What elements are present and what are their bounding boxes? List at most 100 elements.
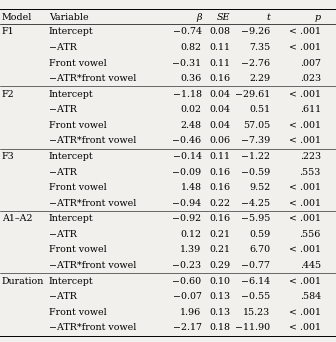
Text: Intercept: Intercept (49, 152, 93, 161)
Text: 7.35: 7.35 (249, 43, 270, 52)
Text: Front vowel: Front vowel (49, 183, 107, 192)
Text: 0.11: 0.11 (209, 58, 230, 68)
Text: 57.05: 57.05 (243, 121, 270, 130)
Text: F1: F1 (2, 27, 14, 36)
Text: .023: .023 (300, 74, 321, 83)
Text: .007: .007 (300, 58, 321, 68)
Text: 0.12: 0.12 (181, 230, 202, 239)
Text: 0.22: 0.22 (209, 199, 230, 208)
Text: −0.31: −0.31 (172, 58, 202, 68)
Text: 0.10: 0.10 (209, 277, 230, 286)
Text: −ATR: −ATR (49, 105, 77, 114)
Text: −ATR: −ATR (49, 230, 77, 239)
Text: < .001: < .001 (289, 121, 321, 130)
Text: 9.52: 9.52 (249, 183, 270, 192)
Text: 0.04: 0.04 (209, 121, 230, 130)
Text: −0.74: −0.74 (173, 27, 202, 36)
Text: −0.14: −0.14 (173, 152, 202, 161)
Text: < .001: < .001 (289, 246, 321, 254)
Text: .584: .584 (300, 292, 321, 301)
Text: −0.46: −0.46 (172, 136, 202, 145)
Text: 0.16: 0.16 (209, 168, 230, 176)
Text: .556: .556 (299, 230, 321, 239)
Text: < .001: < .001 (289, 27, 321, 36)
Text: 0.16: 0.16 (209, 214, 230, 223)
Text: −0.94: −0.94 (172, 199, 202, 208)
Text: F2: F2 (2, 90, 14, 99)
Text: < .001: < .001 (289, 277, 321, 286)
Text: Intercept: Intercept (49, 214, 93, 223)
Text: −11.90: −11.90 (235, 323, 270, 332)
Text: < .001: < .001 (289, 323, 321, 332)
Text: 0.11: 0.11 (209, 43, 230, 52)
Text: < .001: < .001 (289, 214, 321, 223)
Text: −ATR: −ATR (49, 292, 77, 301)
Text: .553: .553 (299, 168, 321, 176)
Text: −9.26: −9.26 (241, 27, 270, 36)
Text: .611: .611 (300, 105, 321, 114)
Text: 1.39: 1.39 (180, 246, 202, 254)
Text: .445: .445 (300, 261, 321, 270)
Text: < .001: < .001 (289, 183, 321, 192)
Text: Front vowel: Front vowel (49, 308, 107, 317)
Text: −4.25: −4.25 (241, 199, 270, 208)
Text: Front vowel: Front vowel (49, 246, 107, 254)
Text: −1.18: −1.18 (173, 90, 202, 99)
Text: −ATR: −ATR (49, 43, 77, 52)
Text: 0.11: 0.11 (209, 152, 230, 161)
Text: 2.48: 2.48 (181, 121, 202, 130)
Text: 15.23: 15.23 (243, 308, 270, 317)
Text: 0.21: 0.21 (209, 246, 230, 254)
Text: β: β (196, 13, 202, 22)
Text: Intercept: Intercept (49, 27, 93, 36)
Text: −0.23: −0.23 (172, 261, 202, 270)
Text: −0.09: −0.09 (172, 168, 202, 176)
Text: 0.82: 0.82 (181, 43, 202, 52)
Text: Front vowel: Front vowel (49, 58, 107, 68)
Text: −ATR: −ATR (49, 168, 77, 176)
Text: 0.16: 0.16 (209, 183, 230, 192)
Text: 0.18: 0.18 (209, 323, 230, 332)
Text: −2.76: −2.76 (241, 58, 270, 68)
Text: 0.02: 0.02 (181, 105, 202, 114)
Text: 0.13: 0.13 (209, 308, 230, 317)
Text: < .001: < .001 (289, 90, 321, 99)
Text: −0.55: −0.55 (241, 292, 270, 301)
Text: −0.59: −0.59 (241, 168, 270, 176)
Text: −29.61: −29.61 (235, 90, 270, 99)
Text: .223: .223 (300, 152, 321, 161)
Text: −ATR*front vowel: −ATR*front vowel (49, 136, 136, 145)
Text: −5.95: −5.95 (241, 214, 270, 223)
Text: < .001: < .001 (289, 43, 321, 52)
Text: −7.39: −7.39 (241, 136, 270, 145)
Text: Variable: Variable (49, 13, 88, 22)
Text: 1.48: 1.48 (181, 183, 202, 192)
Text: −ATR*front vowel: −ATR*front vowel (49, 199, 136, 208)
Text: Model: Model (2, 13, 32, 22)
Text: 0.08: 0.08 (209, 27, 230, 36)
Text: 6.70: 6.70 (249, 246, 270, 254)
Text: 0.51: 0.51 (249, 105, 270, 114)
Text: p: p (315, 13, 321, 22)
Text: F3: F3 (2, 152, 14, 161)
Text: 0.36: 0.36 (180, 74, 202, 83)
Text: < .001: < .001 (289, 308, 321, 317)
Text: −ATR*front vowel: −ATR*front vowel (49, 323, 136, 332)
Text: 1.96: 1.96 (180, 308, 202, 317)
Text: −0.60: −0.60 (172, 277, 202, 286)
Text: SE: SE (217, 13, 230, 22)
Text: 0.16: 0.16 (209, 74, 230, 83)
Text: −0.92: −0.92 (172, 214, 202, 223)
Text: Front vowel: Front vowel (49, 121, 107, 130)
Text: −2.17: −2.17 (173, 323, 202, 332)
Text: t: t (266, 13, 270, 22)
Text: 0.29: 0.29 (209, 261, 230, 270)
Text: Duration: Duration (2, 277, 44, 286)
Text: −ATR*front vowel: −ATR*front vowel (49, 74, 136, 83)
Text: −0.07: −0.07 (173, 292, 202, 301)
Text: 0.59: 0.59 (249, 230, 270, 239)
Text: −6.14: −6.14 (241, 277, 270, 286)
Text: < .001: < .001 (289, 199, 321, 208)
Text: 0.04: 0.04 (209, 90, 230, 99)
Text: 0.06: 0.06 (209, 136, 230, 145)
